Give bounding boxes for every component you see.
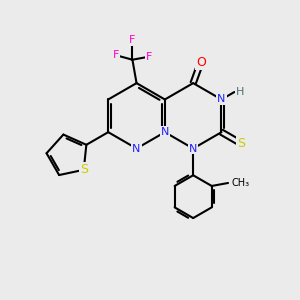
Text: F: F [146,52,152,62]
Text: CH₃: CH₃ [232,178,250,188]
Text: O: O [196,56,206,69]
Text: H: H [236,87,244,97]
Text: F: F [113,50,119,60]
Text: F: F [129,35,136,45]
Text: N: N [189,143,197,154]
Text: N: N [132,143,141,154]
Text: S: S [80,163,88,176]
Text: N: N [217,94,226,104]
Text: S: S [237,137,245,150]
Text: N: N [161,127,169,137]
